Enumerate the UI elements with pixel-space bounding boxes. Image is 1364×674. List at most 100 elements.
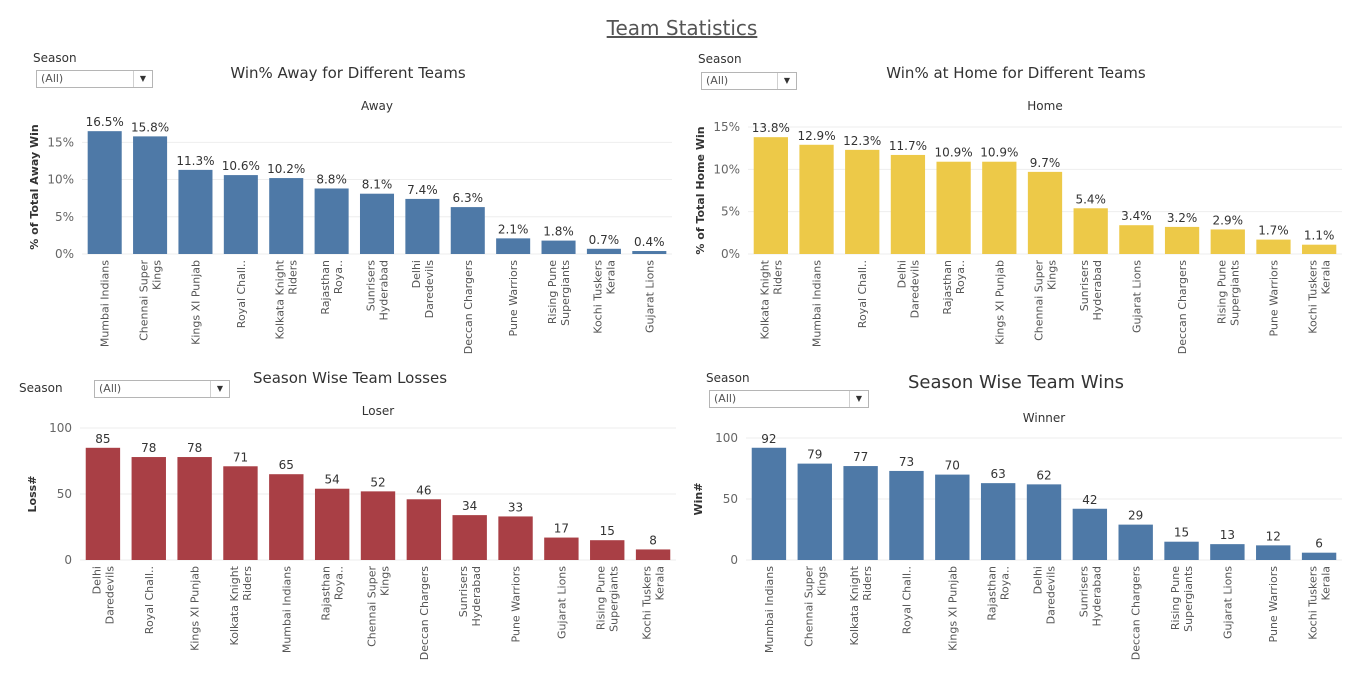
- chart-losses: Loser 100 50 0 Loss# 85 Delhi Daredevils 78 Royal…: [26, 404, 676, 660]
- x-tick-label: Roya..: [999, 566, 1012, 600]
- bar-kolkata-knight-riders[interactable]: [269, 178, 304, 254]
- x-tick-label: Riders: [771, 260, 784, 295]
- bar-rajasthan-roya[interactable]: [314, 188, 349, 254]
- x-tick-label: Supergiants: [1228, 260, 1241, 326]
- bar-value-label: 10.9%: [935, 146, 973, 160]
- bar-deccan-chargers[interactable]: [1164, 226, 1200, 254]
- bar-delhi-daredevils[interactable]: [1026, 484, 1062, 560]
- x-tick-label-group: Kolkata Knight Riders: [848, 565, 874, 645]
- bar-value-label: 29: [1128, 509, 1143, 523]
- chevron-down-icon[interactable]: ▼: [777, 73, 796, 89]
- season-dropdown[interactable]: (All) ▼: [36, 70, 153, 88]
- bar-sunrisers-hyderabad[interactable]: [452, 515, 487, 560]
- season-dropdown[interactable]: (All) ▼: [701, 72, 797, 90]
- bar-pune-warriors[interactable]: [498, 516, 533, 560]
- bar-kochi-tuskers-kerala[interactable]: [586, 248, 621, 254]
- bar-rajasthan-roya[interactable]: [936, 161, 971, 254]
- season-dropdown[interactable]: (All) ▼: [94, 380, 230, 398]
- x-tick-label-group: Pune Warriors: [1267, 566, 1280, 643]
- bar-kochi-tuskers-kerala[interactable]: [635, 549, 671, 560]
- bar-kochi-tuskers-kerala[interactable]: [1301, 552, 1337, 560]
- bar-rajasthan-roya[interactable]: [980, 483, 1016, 560]
- dashboard-title: Team Statistics: [606, 16, 758, 40]
- x-tick-label: Sunrisers: [365, 260, 378, 312]
- bar-sunrisers-hyderabad[interactable]: [1073, 208, 1108, 254]
- season-dropdown[interactable]: (All) ▼: [709, 390, 869, 408]
- x-tick-label: Kings XI Punjab: [189, 260, 202, 345]
- bar-kings-xi-punjab[interactable]: [178, 169, 213, 254]
- bar-kings-xi-punjab[interactable]: [935, 474, 970, 560]
- bar-kolkata-knight-riders[interactable]: [753, 137, 788, 254]
- x-tick-label: Gujarat Lions: [555, 566, 568, 639]
- bar-deccan-chargers[interactable]: [406, 499, 442, 560]
- bar-sunrisers-hyderabad[interactable]: [359, 193, 395, 254]
- bar-mumbai-indians[interactable]: [269, 474, 304, 560]
- x-tick-label: Deccan Chargers: [1176, 260, 1189, 355]
- bar-royal-chall[interactable]: [223, 175, 258, 254]
- x-tick-label: Riders: [241, 566, 254, 601]
- y-axis-title: % of Total Away Win: [28, 124, 41, 249]
- bar-rising-pune-supergiants[interactable]: [1210, 229, 1245, 254]
- bar-chennai-super-kings[interactable]: [360, 491, 396, 560]
- bar-chennai-super-kings[interactable]: [133, 136, 168, 254]
- bar-royal-chall[interactable]: [845, 149, 880, 254]
- x-tick-label: Royal Chall..: [856, 260, 869, 328]
- x-tick-label-group: Deccan Chargers: [462, 260, 475, 355]
- x-tick-label: Daredevils: [103, 566, 116, 625]
- bar-kochi-tuskers-kerala[interactable]: [1302, 244, 1337, 254]
- bar-pune-warriors[interactable]: [496, 238, 531, 254]
- chevron-down-icon[interactable]: ▼: [849, 391, 868, 407]
- bar-gujarat-lions[interactable]: [544, 537, 579, 560]
- bar-mumbai-indians[interactable]: [87, 131, 122, 254]
- x-tick-label: Delhi: [895, 260, 908, 288]
- x-tick-label: Delhi: [1032, 566, 1045, 594]
- bar-royal-chall[interactable]: [889, 470, 924, 560]
- bar-delhi-daredevils[interactable]: [890, 154, 926, 254]
- bar-delhi-daredevils[interactable]: [85, 447, 121, 560]
- x-tick-label: Royal Chall..: [235, 260, 248, 328]
- bar-sunrisers-hyderabad[interactable]: [1072, 508, 1108, 560]
- bar-rising-pune-supergiants[interactable]: [590, 540, 625, 560]
- bar-chennai-super-kings[interactable]: [1027, 171, 1063, 254]
- x-tick-label: Chennai Super: [1033, 260, 1046, 341]
- bar-kolkata-knight-riders[interactable]: [843, 466, 878, 560]
- x-tick-label: Hyderabad: [1091, 260, 1104, 321]
- bar-mumbai-indians[interactable]: [751, 447, 787, 560]
- x-tick-label: Kings XI Punjab: [189, 566, 202, 651]
- x-tick-label-group: Gujarat Lions: [1130, 260, 1143, 333]
- bar-chennai-super-kings[interactable]: [797, 463, 832, 560]
- bar-value-label: 12.9%: [797, 129, 835, 143]
- bar-deccan-chargers[interactable]: [1118, 524, 1153, 560]
- chevron-down-icon[interactable]: ▼: [210, 381, 229, 397]
- bar-gujarat-lions[interactable]: [632, 251, 667, 254]
- bar-kings-xi-punjab[interactable]: [982, 161, 1017, 254]
- bar-value-label: 12.3%: [843, 134, 881, 148]
- bar-deccan-chargers[interactable]: [450, 207, 485, 254]
- bar-kings-xi-punjab[interactable]: [177, 457, 212, 560]
- bar-rising-pune-supergiants[interactable]: [541, 240, 576, 254]
- chart-header: Away: [361, 99, 393, 113]
- bar-gujarat-lions[interactable]: [1119, 225, 1154, 254]
- bar-value-label: 0.7%: [589, 233, 620, 247]
- x-tick-label-group: Chennai Super Kings: [138, 260, 164, 341]
- bar-pune-warriors[interactable]: [1256, 545, 1291, 560]
- bar-mumbai-indians[interactable]: [799, 144, 834, 254]
- bar-value-label: 54: [325, 473, 340, 487]
- bar-royal-chall[interactable]: [131, 457, 166, 560]
- chart-title-away: Win% Away for Different Teams: [230, 64, 466, 82]
- bar-value-label: 2.9%: [1213, 213, 1244, 227]
- x-tick-label: Rajasthan: [986, 566, 999, 621]
- x-tick-label-group: Mumbai Indians: [280, 566, 293, 653]
- bar-delhi-daredevils[interactable]: [405, 198, 440, 254]
- bar-rajasthan-roya[interactable]: [314, 488, 350, 560]
- bar-kolkata-knight-riders[interactable]: [223, 466, 258, 560]
- x-tick-label-group: Mumbai Indians: [763, 566, 776, 653]
- x-tick-label: Mumbai Indians: [811, 260, 824, 347]
- bar-value-label: 16.5%: [86, 115, 124, 129]
- bar-rising-pune-supergiants[interactable]: [1164, 541, 1199, 560]
- bar-gujarat-lions[interactable]: [1210, 544, 1245, 560]
- chart-title-wins: Season Wise Team Wins: [907, 372, 1125, 393]
- chevron-down-icon[interactable]: ▼: [133, 71, 152, 87]
- bar-pune-warriors[interactable]: [1256, 239, 1291, 254]
- x-tick-label: Rajasthan: [319, 260, 332, 315]
